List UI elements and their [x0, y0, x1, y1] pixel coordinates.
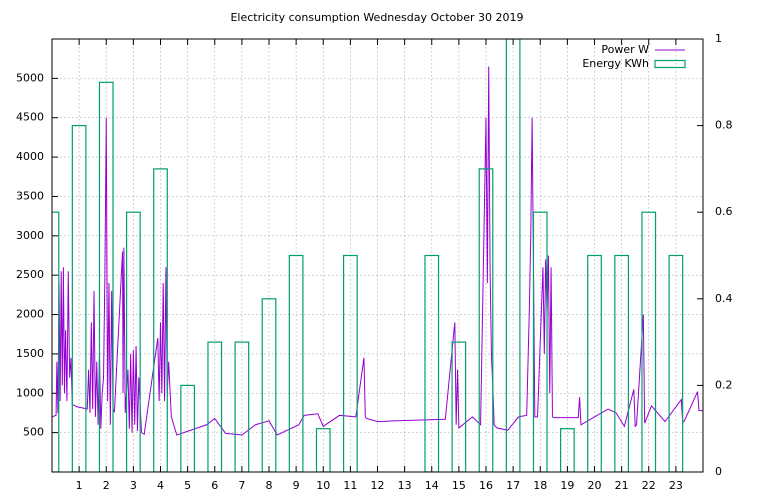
- x-tick-label: 18: [533, 479, 547, 492]
- x-tick-label: 19: [560, 479, 574, 492]
- energy-bar: [315, 428, 331, 472]
- y2-tick-label: 0: [715, 465, 722, 478]
- energy-bar: [342, 254, 358, 472]
- energy-bar: [424, 254, 440, 472]
- x-tick-label: 8: [266, 479, 273, 492]
- energy-bar: [153, 168, 168, 472]
- y2-tick-label: 0.8: [715, 119, 733, 132]
- x-tick-label: 15: [452, 479, 466, 492]
- x-tick-label: 13: [398, 479, 412, 492]
- power-line: [52, 66, 703, 436]
- energy-bar: [207, 341, 223, 472]
- energy-bar: [52, 211, 60, 472]
- y2-tick-label: 0.2: [715, 378, 733, 391]
- x-tick-label: 22: [642, 479, 656, 492]
- x-tick-label: 7: [238, 479, 245, 492]
- x-tick-label: 3: [130, 479, 137, 492]
- energy-bar: [505, 39, 521, 472]
- x-tick-label: 4: [157, 479, 164, 492]
- y2-tick-label: 1: [715, 32, 722, 45]
- x-tick-label: 20: [588, 479, 602, 492]
- x-tick-label: 11: [343, 479, 357, 492]
- energy-bar: [451, 341, 467, 472]
- x-tick-label: 9: [293, 479, 300, 492]
- chart-title: Electricity consumption Wednesday Octobe…: [230, 11, 523, 24]
- y-tick-label: 3000: [16, 229, 44, 242]
- x-tick-label: 21: [615, 479, 629, 492]
- legend-label: Energy KWh: [582, 57, 649, 70]
- legend-swatch: [654, 59, 686, 69]
- x-tick-label: 23: [669, 479, 683, 492]
- x-tick-label: 14: [425, 479, 439, 492]
- energy-bar: [478, 168, 494, 472]
- y-tick-label: 2500: [16, 268, 44, 281]
- x-tick-label: 10: [316, 479, 330, 492]
- x-tick-label: 5: [184, 479, 191, 492]
- plot-border: [51, 38, 704, 473]
- energy-bar: [261, 298, 277, 472]
- x-tick-label: 6: [211, 479, 218, 492]
- x-tick-label: 16: [479, 479, 493, 492]
- y2-tick-label: 0.6: [715, 205, 733, 218]
- y2-tick-label: 0.4: [715, 292, 733, 305]
- plot-area: [52, 39, 703, 472]
- x-tick-label: 1: [76, 479, 83, 492]
- energy-bar: [288, 254, 304, 472]
- x-tick-label: 2: [103, 479, 110, 492]
- legend-label: Power W: [601, 43, 649, 56]
- y-tick-label: 500: [23, 426, 44, 439]
- y-tick-label: 3500: [16, 189, 44, 202]
- y-tick-label: 1500: [16, 347, 44, 360]
- energy-bar: [614, 254, 630, 472]
- y-tick-label: 2000: [16, 308, 44, 321]
- y-tick-label: 1000: [16, 386, 44, 399]
- y-tick-label: 4500: [16, 111, 44, 124]
- energy-bar: [559, 428, 575, 472]
- energy-bar: [98, 81, 114, 472]
- x-tick-label: 12: [371, 479, 385, 492]
- y-tick-label: 4000: [16, 150, 44, 163]
- energy-bar: [668, 254, 684, 472]
- y-tick-label: 5000: [16, 71, 44, 84]
- energy-bar: [234, 341, 250, 472]
- x-tick-label: 17: [506, 479, 520, 492]
- energy-bar: [587, 254, 602, 472]
